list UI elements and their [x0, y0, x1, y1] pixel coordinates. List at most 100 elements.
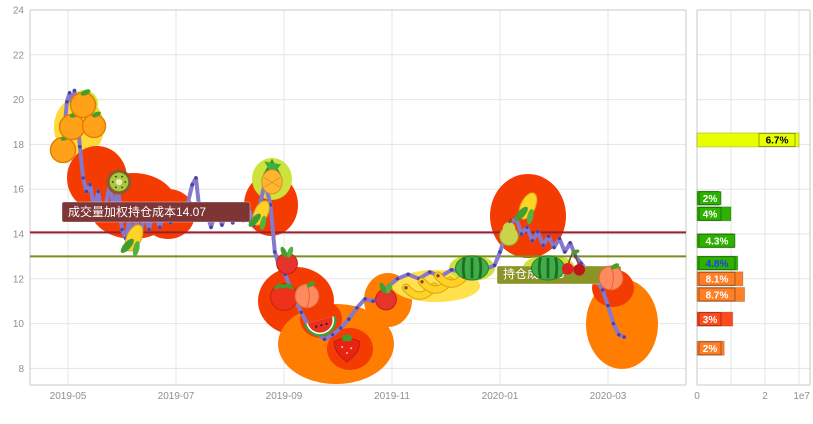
- cost-label-box: [61, 201, 251, 223]
- cost-labels: 成交量加权持仓成本14.07持仓成本13: [61, 201, 622, 285]
- price-marker: [120, 227, 124, 232]
- fruit-kiwi-icon: [106, 169, 132, 195]
- fruit-orange-icon: [81, 111, 107, 139]
- cost-label-text: 成交量加权持仓成本14.07: [68, 204, 206, 219]
- y-tick-label: 10: [13, 319, 25, 330]
- price-marker: [371, 299, 375, 303]
- price-marker: [519, 232, 524, 236]
- volume-x-tick-label: 2: [762, 391, 768, 402]
- volume-bar-label-box: [698, 206, 722, 221]
- fruit-melonslice-icon: [304, 315, 337, 337]
- price-marker: [552, 245, 556, 250]
- x-tick-label: 2019-05: [50, 391, 87, 402]
- price-marker: [579, 261, 583, 265]
- price-marker: [96, 189, 100, 194]
- price-marker: [536, 230, 540, 234]
- price-marker: [363, 297, 367, 301]
- volume-bar-label-box: [698, 271, 736, 286]
- fruit-radish-icon: [276, 246, 298, 275]
- price-marker: [568, 241, 572, 245]
- price-marker: [525, 225, 529, 229]
- price-marker: [449, 268, 454, 272]
- volume-bar-label-box: [698, 191, 722, 206]
- volume-bar-label-box: [698, 287, 736, 302]
- fruit-watermelon-icon: [455, 255, 489, 281]
- price-marker: [611, 321, 616, 326]
- volume-bar-label: 4.8%: [706, 259, 729, 270]
- price-marker: [617, 333, 621, 337]
- fruit-stickers: [49, 89, 624, 363]
- x-tick-label: 2020-03: [590, 391, 627, 402]
- price-marker: [158, 225, 162, 229]
- volume-bar-label: 6.7%: [766, 136, 789, 147]
- volume-profile-bars: 6.7% 2% 4% 4.3% 4.8% 8.1% 8.7% 3% 2%: [696, 132, 800, 356]
- volume-bar-label-box: [698, 256, 736, 271]
- price-marker: [563, 250, 567, 254]
- volume-bar-label: 2%: [703, 344, 718, 355]
- volume-axis-multiplier: 1e7: [793, 391, 810, 402]
- price-marker: [541, 243, 545, 247]
- volume-bar-label: 4.3%: [706, 237, 729, 248]
- x-tick-label: 2019-07: [158, 391, 195, 402]
- fruit-strawberry-icon: [333, 334, 361, 363]
- y-tick-label: 20: [13, 95, 25, 106]
- fruit-tomato-icon: [270, 283, 298, 311]
- price-marker: [557, 236, 562, 241]
- price-marker: [546, 234, 551, 238]
- price-marker: [190, 183, 194, 187]
- price-marker: [339, 326, 343, 330]
- y-tick-label: 22: [13, 50, 25, 61]
- y-tick-label: 12: [13, 274, 25, 285]
- x-tick-label: 2020-01: [482, 391, 519, 402]
- price-marker: [72, 88, 77, 93]
- price-marker: [428, 270, 432, 274]
- volume-bar-label: 3%: [703, 315, 718, 326]
- price-marker: [322, 337, 327, 341]
- price-marker: [347, 317, 351, 321]
- price-marker: [209, 225, 213, 229]
- price-marker: [88, 183, 92, 187]
- price-marker: [84, 189, 89, 194]
- x-tick-label: 2019-09: [266, 391, 303, 402]
- price-marker: [330, 333, 335, 337]
- price-marker: [395, 277, 400, 281]
- x-tick-label: 2019-11: [374, 391, 410, 402]
- volume-bar-label: 2%: [703, 194, 718, 205]
- fruit-corn-icon: [120, 224, 144, 257]
- price-marker: [530, 239, 535, 243]
- volume-bar-label: 8.7%: [706, 290, 729, 301]
- price-marker: [273, 250, 277, 254]
- price-marker: [81, 176, 85, 180]
- y-tick-label: 8: [18, 364, 24, 375]
- price-marker: [147, 227, 151, 232]
- fruit-peach-icon: [598, 263, 624, 291]
- price-marker: [406, 272, 410, 277]
- volume-bar-label-box: [698, 233, 736, 248]
- price-marker: [220, 223, 224, 227]
- y-tick-label: 16: [13, 185, 25, 196]
- price-marker: [65, 100, 69, 104]
- price-marker: [622, 335, 626, 339]
- y-tick-label: 18: [13, 140, 25, 151]
- volume-bar-label: 4%: [703, 210, 718, 221]
- price-marker: [67, 91, 72, 95]
- price-marker: [492, 263, 497, 268]
- price-marker: [268, 203, 273, 207]
- fruit-cherry-icon: [561, 249, 585, 276]
- fruit-peach-icon: [294, 281, 320, 309]
- fruit-radish-icon: [375, 282, 397, 311]
- price-marker: [606, 303, 610, 308]
- volume-x-tick-label: 0: [694, 391, 700, 402]
- price-marker: [498, 250, 502, 254]
- price-marker: [299, 310, 303, 315]
- fruit-watermelon-icon: [531, 255, 565, 281]
- price-marker: [600, 288, 605, 292]
- volume-bar-label: 8.1%: [706, 275, 729, 286]
- price-marker: [78, 144, 82, 149]
- volume-bar-label-box: [758, 132, 796, 147]
- fruit-corn-icon: [248, 200, 270, 231]
- fruit-pear-icon: [499, 218, 519, 247]
